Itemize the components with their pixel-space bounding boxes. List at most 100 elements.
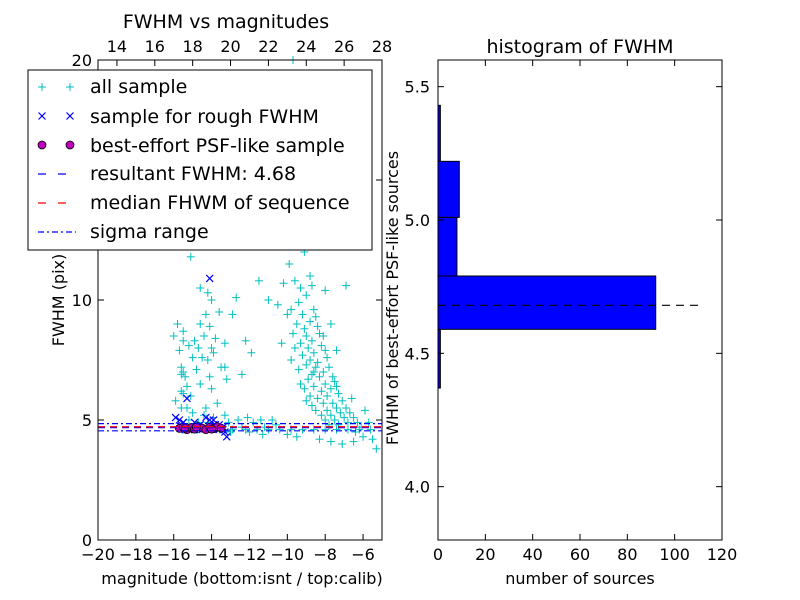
all-sample-point-150: [328, 372, 337, 381]
all-sample-point-36: [222, 375, 231, 384]
all-sample-point-132: [302, 332, 311, 340]
all-sample-point-177: [330, 416, 339, 424]
all-sample-point-97: [326, 437, 335, 446]
all-sample-point-94: [283, 430, 292, 439]
top-x-tick-label: 22: [258, 37, 278, 56]
scatter-x-axis-label: magnitude (bottom:isnt / top:calib): [101, 569, 382, 588]
all-sample-point-99: [349, 437, 358, 446]
all-sample-point-196: [360, 406, 369, 415]
all-sample-point-114: [306, 272, 315, 280]
all-sample-point-100: [372, 444, 381, 453]
all-sample-point-17: [211, 334, 220, 343]
all-sample-point-164: [328, 399, 337, 408]
all-sample-point-62: [243, 413, 252, 422]
histogram-y-tick-label: 5.5: [405, 78, 430, 97]
all-sample-point-92: [245, 428, 254, 436]
histogram-bar-3: [437, 216, 458, 277]
all-sample-point-50: [228, 310, 237, 319]
histogram-x-tick-label: 20: [475, 545, 495, 564]
legend-symbol-left: [38, 83, 46, 91]
x-tick-label: −10: [270, 545, 304, 564]
all-sample-point-27: [188, 353, 197, 362]
all-sample-point-12: [196, 320, 205, 328]
all-sample-point-47: [182, 404, 191, 412]
histogram-y-axis-label: FWHM of best-effort PSF-like sources: [383, 151, 402, 445]
all-sample-point-192: [273, 300, 282, 309]
histogram-x-tick-label: 80: [617, 545, 637, 564]
histogram-x-axis-label: number of sources: [505, 569, 655, 588]
all-sample-point-168: [332, 404, 341, 412]
all-sample-point-144: [302, 360, 311, 369]
all-sample-point-26: [198, 353, 207, 362]
y-tick-label: 0: [82, 531, 92, 550]
all-sample-point-19: [179, 336, 188, 345]
legend-symbol-left: [38, 112, 46, 120]
all-sample-point-189: [332, 346, 341, 355]
top-x-tick-label: 18: [182, 37, 202, 56]
all-sample-point-37: [196, 380, 205, 388]
all-sample-point-69: [224, 418, 233, 427]
all-sample-point-39: [207, 384, 216, 393]
all-sample-point-34: [181, 372, 190, 381]
histogram-x-tick-label: 120: [707, 545, 738, 564]
all-sample-point-21: [184, 341, 193, 350]
all-sample-point-52: [241, 336, 250, 345]
legend-entry-resultant-fwhm: resultant FWHM: 4.68: [38, 163, 296, 185]
all-sample-point-11: [173, 320, 182, 328]
all-sample-point-98: [338, 440, 347, 448]
all-sample-point-158: [317, 387, 326, 396]
all-sample-point-197: [364, 418, 373, 427]
histogram-ticks: 0 20 40 60 80 100 120 4.0 4.5 5.0 5.5: [405, 60, 738, 564]
all-sample-point-143: [313, 358, 322, 367]
legend-entry-rough-fwhm: sample for rough FWHM: [38, 106, 319, 128]
all-sample-point-161: [323, 392, 332, 400]
histogram-y-tick-label: 4.5: [405, 344, 430, 363]
rough-fwhm-point-17: [222, 432, 231, 441]
all-sample-point-22: [194, 344, 203, 352]
top-x-tick-label: 20: [220, 37, 240, 56]
all-sample-point-145: [324, 363, 333, 372]
all-sample-point-178: [321, 416, 330, 424]
x-tick-label: −8: [313, 545, 337, 564]
all-sample-point-48: [237, 370, 246, 379]
histogram-panel: histogram of FWHM 0 20 40 60 80 100 120 4.0 4.5 5…: [383, 36, 737, 588]
all-sample-point-123: [298, 310, 307, 319]
all-sample-point-173: [326, 411, 335, 420]
all-sample-point-23: [207, 344, 216, 352]
all-sample-point-5: [186, 252, 195, 261]
all-sample-point-9: [215, 308, 224, 316]
all-sample-point-154: [321, 380, 330, 388]
all-sample-point-171: [345, 408, 354, 417]
histogram-y-tick-label: 5.0: [405, 211, 430, 230]
all-sample-point-122: [309, 305, 318, 314]
all-sample-point-127: [292, 320, 301, 328]
all-sample-point-187: [287, 356, 296, 364]
scatter-title: FWHM vs magnitudes: [123, 11, 329, 33]
all-sample-point-190: [277, 339, 286, 348]
x-tick-label: −20: [81, 545, 115, 564]
all-sample-point-115: [290, 276, 299, 285]
all-sample-point-13: [205, 322, 214, 331]
rough-fwhm-point-3: [171, 413, 180, 422]
legend-label-median-fwhm: median FHWM of sequence: [90, 192, 350, 214]
legend-marker-plus: [38, 83, 74, 91]
legend-marker-x: [38, 112, 74, 120]
all-sample-point-38: [182, 382, 191, 391]
legend-label-resultant-fwhm: resultant FWHM: 4.68: [90, 163, 296, 185]
rough-fwhm-point-1: [205, 274, 214, 283]
top-x-tick-label: 26: [334, 37, 354, 56]
all-sample-point-8: [207, 296, 216, 304]
all-sample-point-93: [258, 430, 267, 439]
legend-entry-sigma-range: sigma range: [38, 221, 209, 243]
all-sample-point-128: [300, 324, 309, 333]
y-tick-label: 20: [72, 51, 92, 70]
histogram-x-tick-label: 0: [433, 545, 443, 564]
all-sample-point-126: [306, 317, 315, 326]
all-sample-point-146: [311, 363, 320, 372]
all-sample-point-29: [177, 363, 186, 372]
legend-box: [27, 69, 373, 251]
all-sample-point-14: [179, 327, 188, 336]
all-sample-point-137: [290, 344, 299, 352]
histogram-bar-4: [437, 160, 460, 218]
all-sample-point-71: [249, 418, 258, 427]
